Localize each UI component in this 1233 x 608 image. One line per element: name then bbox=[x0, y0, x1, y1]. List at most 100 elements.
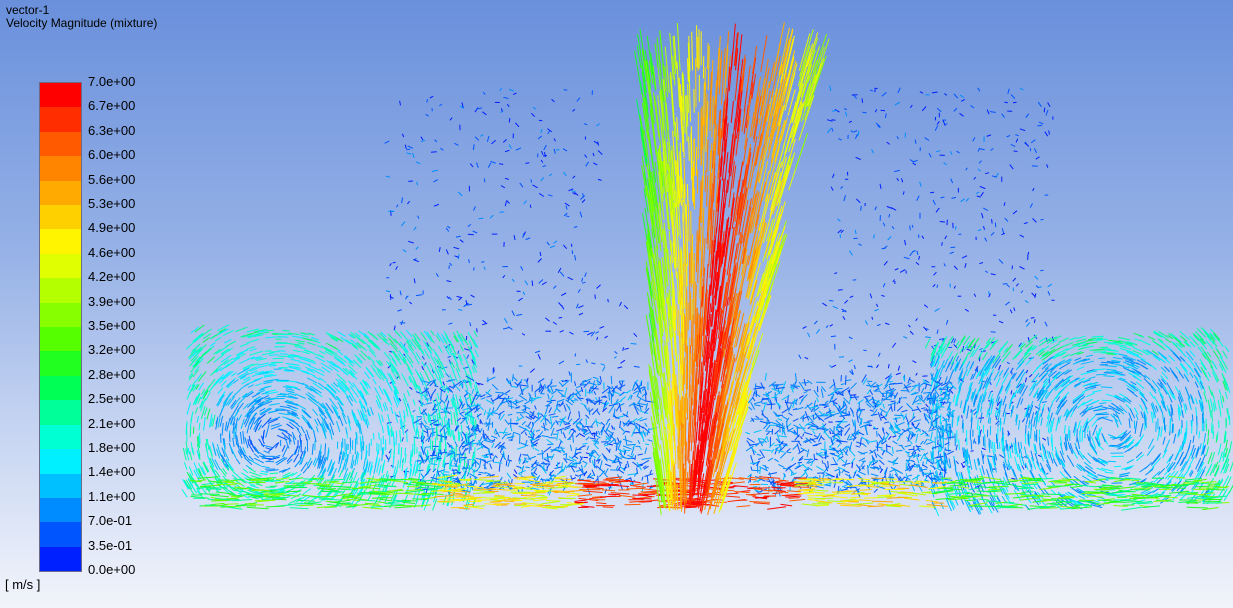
velocity-vector bbox=[522, 233, 525, 238]
velocity-vector bbox=[1200, 346, 1208, 356]
velocity-vector bbox=[966, 500, 971, 508]
velocity-vector bbox=[425, 113, 429, 117]
velocity-vector bbox=[333, 355, 341, 361]
velocity-vector bbox=[408, 339, 417, 349]
velocity-vector bbox=[630, 343, 637, 345]
velocity-vector bbox=[1146, 361, 1157, 371]
velocity-vector bbox=[1219, 406, 1222, 417]
velocity-vector bbox=[204, 392, 211, 401]
velocity-vector bbox=[206, 356, 216, 364]
velocity-vector bbox=[1000, 486, 1008, 499]
velocity-vector bbox=[1118, 345, 1132, 350]
velocity-vector bbox=[909, 225, 911, 231]
velocity-vector bbox=[970, 104, 975, 109]
velocity-vector bbox=[1138, 390, 1145, 396]
velocity-vector bbox=[338, 456, 341, 465]
velocity-vector bbox=[227, 464, 236, 474]
velocity-vector bbox=[470, 413, 474, 428]
velocity-vector bbox=[982, 392, 987, 402]
velocity-vector bbox=[1059, 450, 1066, 463]
velocity-vector bbox=[925, 327, 929, 331]
velocity-vector bbox=[1020, 290, 1024, 294]
velocity-vector bbox=[413, 460, 416, 474]
velocity-vector bbox=[1216, 349, 1221, 356]
velocity-vector bbox=[1180, 425, 1182, 434]
velocity-vector bbox=[1202, 353, 1207, 360]
velocity-vector bbox=[1046, 450, 1050, 459]
velocity-vector bbox=[432, 468, 437, 473]
velocity-vector bbox=[518, 394, 528, 402]
velocity-vector bbox=[337, 331, 346, 337]
velocity-vector bbox=[823, 405, 828, 409]
velocity-vector bbox=[253, 416, 260, 425]
velocity-vector bbox=[401, 373, 409, 387]
velocity-vector bbox=[192, 357, 201, 368]
velocity-vector bbox=[891, 342, 897, 348]
velocity-vector bbox=[1182, 469, 1189, 479]
velocity-vector bbox=[535, 429, 541, 432]
velocity-vector bbox=[306, 368, 315, 374]
velocity-vector bbox=[567, 276, 574, 281]
velocity-vector bbox=[416, 385, 421, 393]
velocity-vector bbox=[1010, 94, 1016, 100]
velocity-vector bbox=[318, 451, 322, 463]
velocity-vector bbox=[365, 367, 374, 378]
velocity-vector bbox=[1089, 383, 1097, 387]
velocity-vector bbox=[284, 369, 294, 372]
velocity-vector bbox=[473, 206, 476, 211]
velocity-vector bbox=[506, 472, 512, 479]
velocity-vector bbox=[340, 336, 352, 345]
velocity-vector bbox=[874, 308, 879, 312]
velocity-vector bbox=[798, 354, 802, 359]
velocity-vector bbox=[469, 348, 476, 361]
velocity-vector bbox=[399, 455, 402, 469]
velocity-vector bbox=[580, 402, 587, 407]
velocity-vector bbox=[565, 205, 568, 210]
velocity-vector bbox=[590, 331, 596, 337]
velocity-vector bbox=[386, 423, 390, 436]
velocity-vector bbox=[962, 465, 966, 468]
velocity-vector bbox=[392, 466, 397, 479]
velocity-vector bbox=[465, 372, 472, 387]
velocity-vector bbox=[360, 350, 371, 361]
velocity-vector bbox=[1142, 351, 1150, 356]
velocity-vector bbox=[1082, 387, 1092, 393]
velocity-vector bbox=[471, 388, 474, 394]
velocity-vector bbox=[187, 384, 192, 391]
velocity-vector bbox=[1124, 355, 1137, 361]
velocity-vector bbox=[347, 419, 352, 431]
velocity-vector bbox=[876, 323, 881, 327]
velocity-vector bbox=[930, 451, 933, 465]
velocity-vector bbox=[981, 352, 988, 361]
velocity-vector bbox=[594, 420, 602, 425]
velocity-vector bbox=[1178, 371, 1185, 379]
velocity-vector bbox=[472, 144, 475, 151]
velocity-vector bbox=[832, 305, 839, 310]
velocity-vector bbox=[896, 136, 899, 140]
velocity-vector bbox=[257, 424, 262, 431]
velocity-vector bbox=[225, 459, 235, 471]
velocity-vector bbox=[500, 185, 506, 189]
velocity-vector bbox=[288, 434, 292, 443]
velocity-vector bbox=[471, 355, 478, 368]
velocity-vector bbox=[242, 366, 252, 371]
velocity-vector bbox=[597, 475, 599, 485]
velocity-vector bbox=[1201, 413, 1204, 424]
velocity-vector bbox=[850, 130, 854, 133]
velocity-vector bbox=[308, 364, 320, 371]
velocity-vector bbox=[548, 407, 552, 414]
velocity-vector bbox=[1055, 420, 1059, 432]
velocity-vector bbox=[897, 365, 901, 371]
velocity-vector bbox=[378, 359, 384, 366]
velocity-vector bbox=[321, 423, 326, 434]
velocity-vector bbox=[552, 321, 557, 325]
velocity-vector bbox=[223, 349, 231, 355]
velocity-vector bbox=[296, 427, 302, 436]
velocity-vector bbox=[1107, 460, 1117, 463]
velocity-vector bbox=[1225, 439, 1228, 450]
velocity-vector bbox=[1001, 232, 1005, 236]
velocity-vector bbox=[359, 423, 363, 435]
velocity-vector bbox=[380, 331, 387, 338]
